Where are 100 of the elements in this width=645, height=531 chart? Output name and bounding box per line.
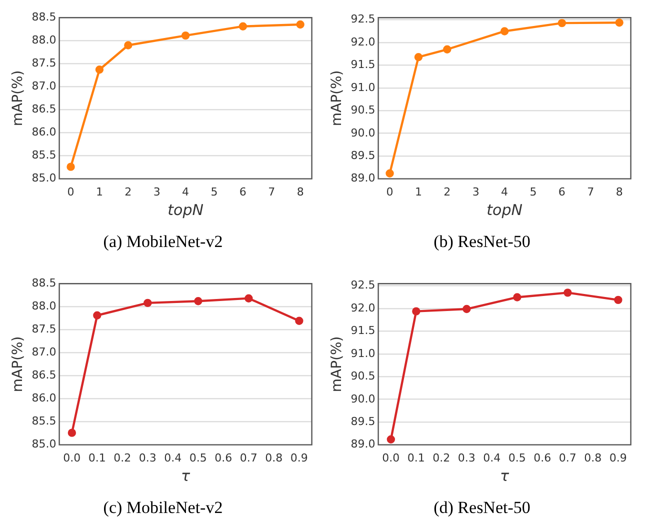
x-tick-label: 0.0: [382, 451, 400, 464]
point: [93, 311, 102, 320]
x-tick-label: 2: [124, 185, 132, 198]
y-tick-label: 91.0: [350, 80, 376, 94]
x-tick-label: 4: [501, 185, 508, 198]
x-tick-label: 1: [414, 185, 422, 198]
x-axis-title: topN: [486, 200, 522, 219]
y-tick-label: 87.5: [32, 322, 56, 336]
x-tick-label: 7: [268, 185, 276, 198]
text: (c) MobileNet-v2: [102, 498, 224, 518]
x-tick-label: 6: [558, 185, 566, 198]
y-tick-label: 92.5: [350, 12, 376, 26]
y-tick-label: 89.5: [350, 148, 376, 162]
y-axis-title: mAP(%): [10, 70, 26, 126]
y-tick-label: 87.5: [32, 56, 56, 70]
point: [95, 66, 104, 74]
point: [244, 294, 253, 302]
x-tick-label: 0.5: [189, 451, 207, 464]
y-tick-label: 85.0: [32, 172, 56, 185]
y-tick-label: 86.0: [32, 126, 56, 139]
point: [614, 296, 622, 304]
y-axis-title: mAP(%): [329, 336, 346, 392]
point: [414, 53, 423, 62]
x-tick-label: 0.8: [265, 451, 283, 464]
y-tick-label: 89.0: [350, 438, 376, 451]
x-tick-label: 0.2: [432, 451, 450, 464]
y-tick-label: 88.0: [32, 33, 56, 46]
x-tick-label: 8: [616, 185, 623, 198]
point: [386, 169, 394, 178]
point: [462, 304, 471, 314]
point: [386, 435, 396, 444]
x-tick-label: 0.3: [458, 451, 476, 464]
x-axis-title: τ: [500, 466, 510, 485]
x-tick-label: 0.4: [483, 451, 501, 464]
point: [181, 31, 190, 40]
y-tick-label: 92.5: [350, 278, 376, 292]
y-tick-label: 89.0: [350, 172, 376, 185]
x-tick-label: 3: [472, 185, 480, 198]
point: [144, 298, 152, 308]
text: (b) ResNet-50: [432, 232, 532, 252]
y-tick-label: 88.5: [32, 10, 56, 24]
x-tick-label: 0: [67, 185, 74, 198]
x-tick-label: 0.7: [558, 451, 576, 464]
x-tick-label: 0: [386, 185, 394, 198]
x-tick-label: 0.5: [508, 451, 526, 464]
y-tick-label: 90.0: [350, 392, 376, 406]
y-tick-label: 91.5: [350, 58, 376, 72]
point: [564, 288, 572, 297]
y-tick-label: 91.0: [350, 346, 376, 360]
y-tick-label: 87.0: [32, 80, 56, 93]
y-tick-label: 92.0: [350, 301, 376, 314]
y-tick-label: 86.5: [32, 102, 56, 116]
text: (a) MobileNet-v2: [102, 232, 224, 252]
y-tick-label: 85.5: [32, 148, 56, 162]
x-axis-title: τ: [181, 466, 192, 485]
y-tick-label: 90.5: [350, 104, 376, 117]
point: [66, 162, 75, 171]
y-tick-label: 88.0: [32, 299, 56, 312]
x-tick-label: 0.7: [240, 451, 258, 464]
point: [194, 297, 202, 306]
x-tick-label: 0.6: [534, 451, 552, 464]
x-tick-label: 0.8: [584, 451, 602, 464]
y-tick-label: 89.5: [350, 414, 376, 428]
point: [513, 293, 522, 302]
point: [68, 428, 76, 437]
y-tick-label: 91.5: [350, 324, 376, 338]
x-tick-label: 8: [296, 185, 304, 198]
x-tick-label: 2: [444, 185, 451, 198]
x-tick-label: 7: [587, 185, 594, 198]
y-tick-label: 90.0: [350, 126, 376, 140]
x-tick-label: 0.3: [138, 451, 156, 464]
y-tick-label: 88.5: [32, 276, 56, 290]
point: [412, 307, 420, 316]
x-tick-label: 0.4: [164, 451, 182, 464]
y-tick-label: 85.0: [32, 438, 56, 451]
x-tick-label: 5: [210, 185, 218, 198]
y-axis-title: mAP(%): [10, 336, 26, 392]
x-tick-label: 1: [96, 185, 103, 198]
x-axis-title: topN: [168, 200, 204, 219]
x-tick-label: 0.1: [88, 451, 106, 464]
x-tick-label: 0.6: [214, 451, 232, 464]
x-tick-label: 5: [530, 185, 537, 198]
x-tick-label: 0.1: [407, 451, 425, 464]
x-tick-label: 6: [239, 185, 246, 198]
y-tick-label: 87.0: [32, 346, 56, 359]
y-axis-title: mAP(%): [329, 70, 346, 126]
x-tick-label: 3: [153, 185, 160, 198]
point: [443, 45, 452, 54]
y-tick-label: 92.0: [350, 35, 376, 48]
x-tick-label: 0.0: [63, 451, 81, 464]
x-tick-label: 0.9: [609, 451, 627, 464]
y-tick-label: 86.0: [32, 392, 56, 405]
x-tick-label: 4: [182, 185, 190, 198]
x-tick-label: 0.2: [114, 451, 132, 464]
point: [295, 316, 304, 326]
y-tick-label: 90.5: [350, 370, 376, 383]
point: [558, 18, 566, 28]
y-tick-label: 85.5: [32, 414, 56, 428]
point: [238, 22, 248, 30]
y-tick-label: 86.5: [32, 368, 56, 382]
